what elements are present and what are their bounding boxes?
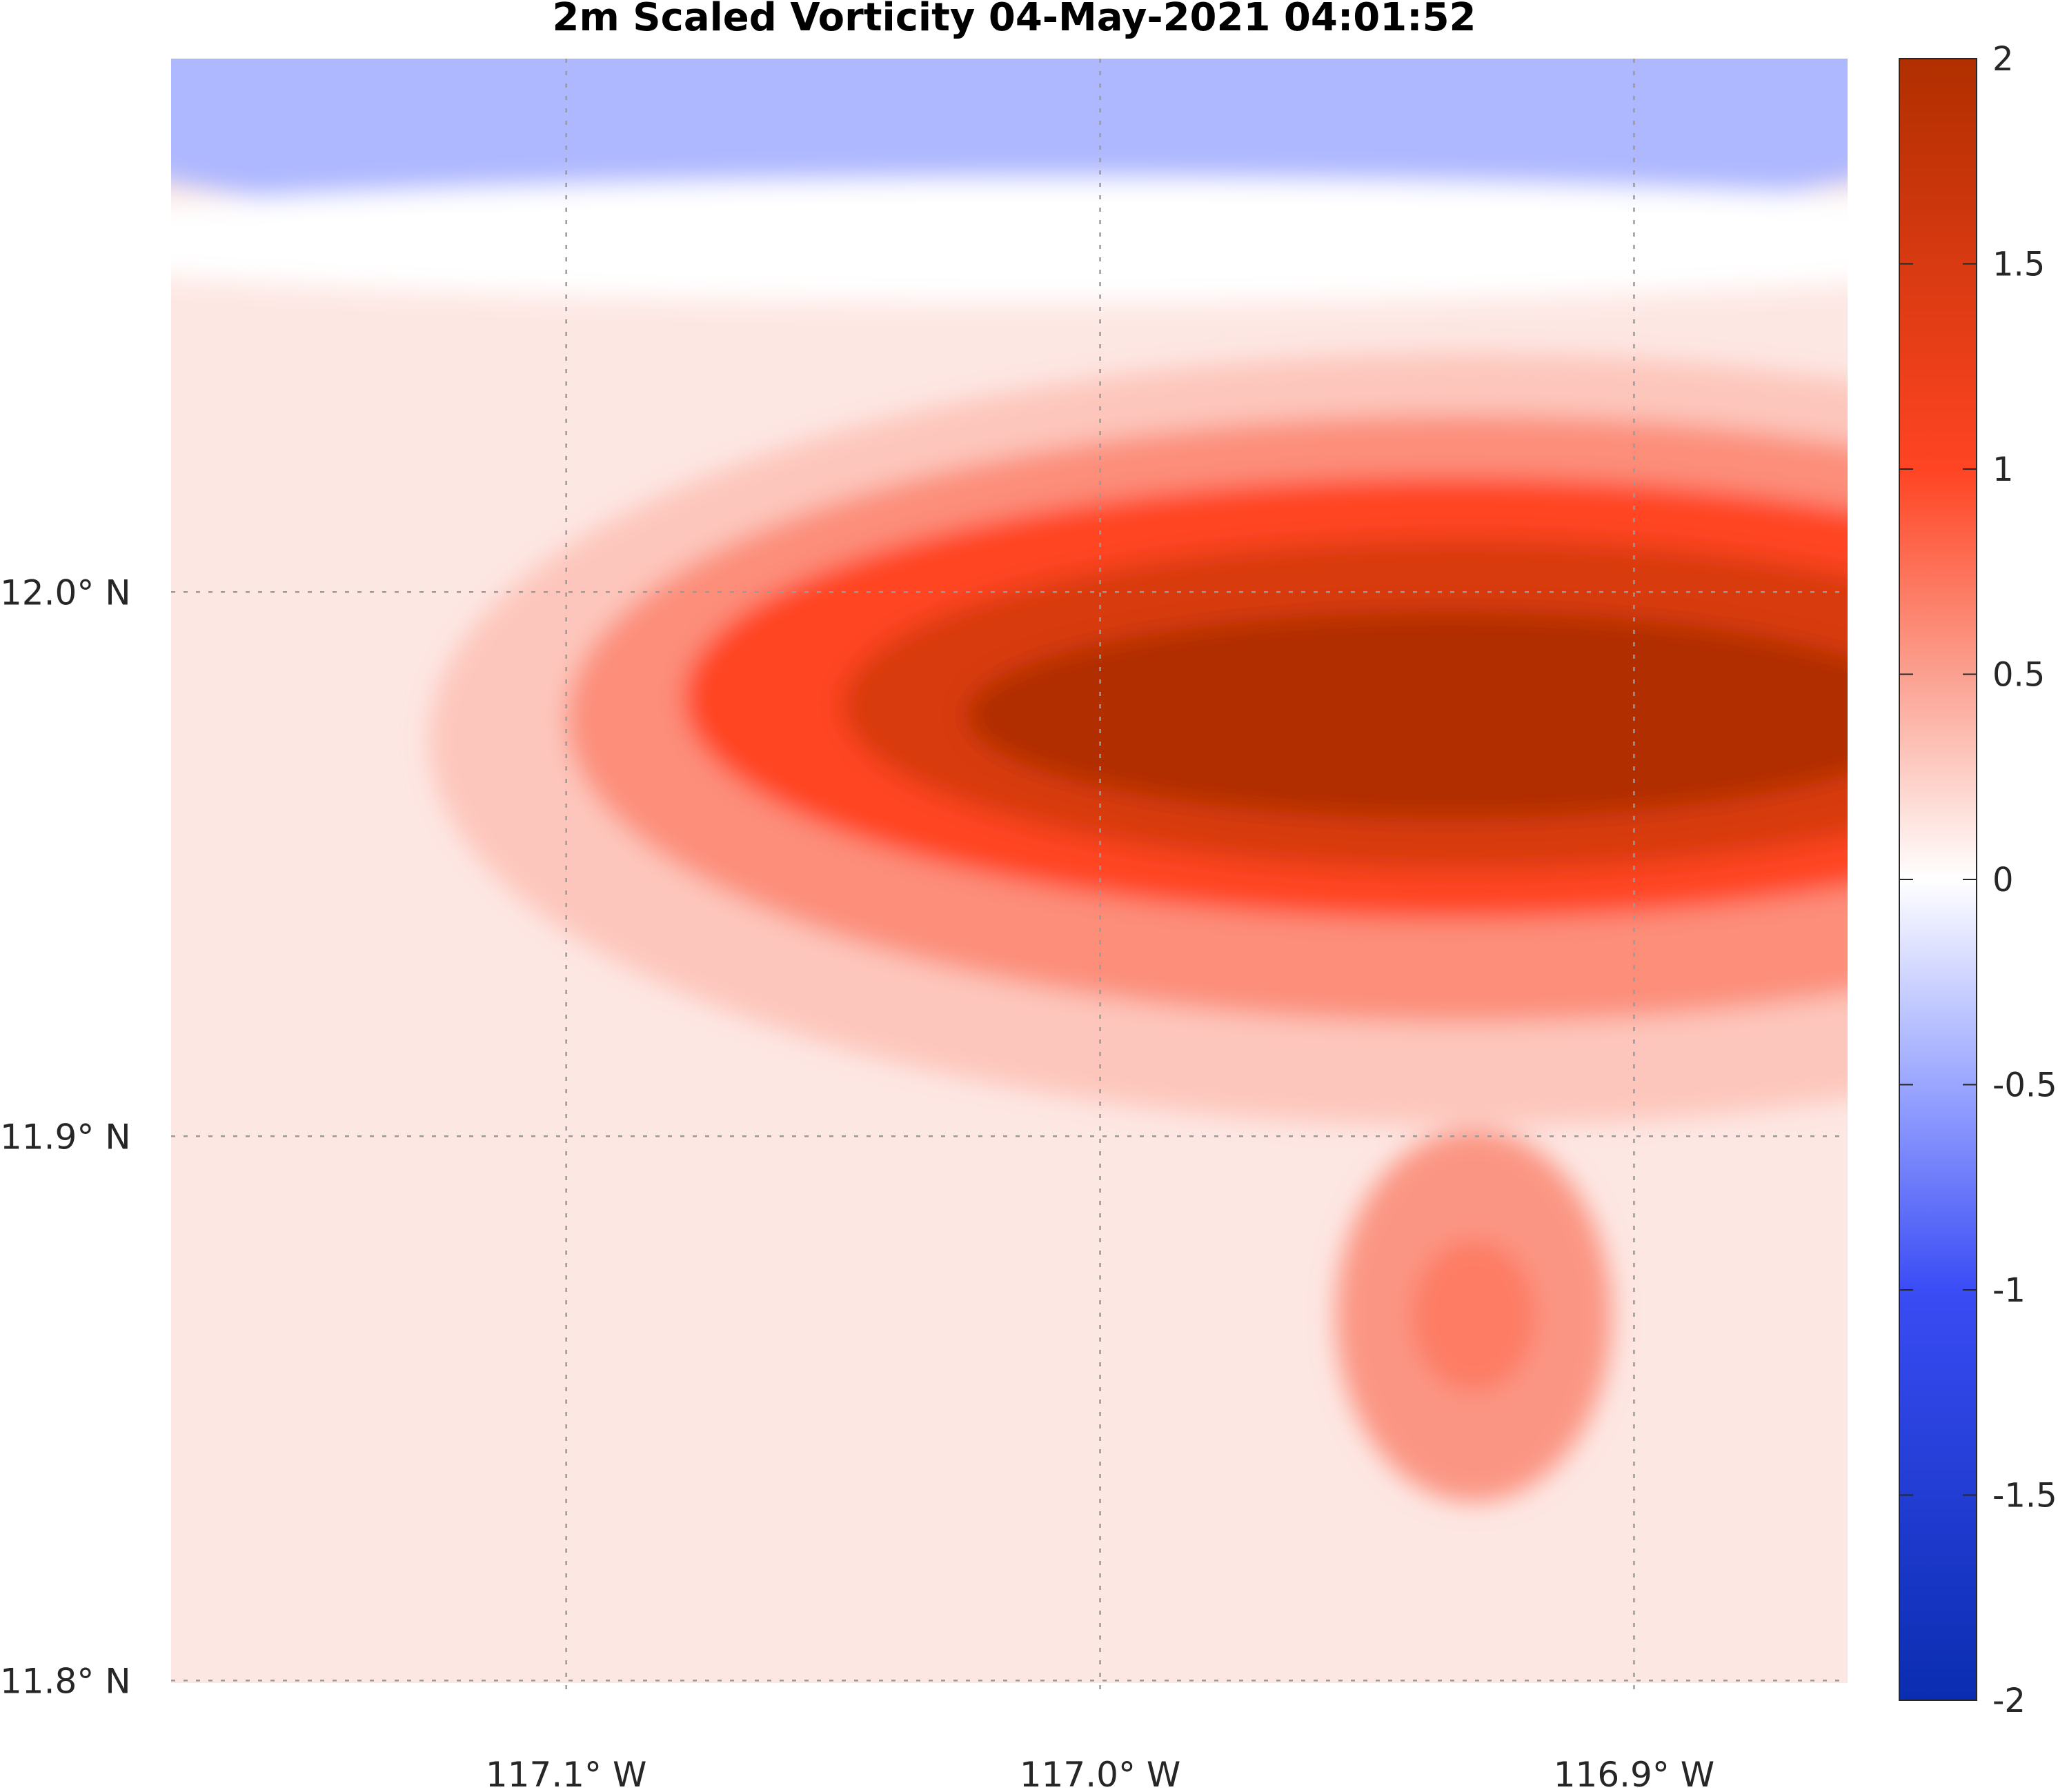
colorbar-tick-label-5: -0.5	[1992, 1066, 2057, 1105]
colorbar-tick-label-3: 0.5	[1992, 656, 2045, 695]
x-tick-label-1: 117.0° W	[1020, 1755, 1180, 1792]
y-tick-label-2: 11.8° N	[0, 1661, 131, 1701]
y-axis: 12.0° N 11.9° N 11.8° N	[0, 573, 131, 1701]
colorbar-tick-label-4: 0	[1992, 861, 2014, 899]
colorbar-tick-label-6: -1	[1992, 1271, 2026, 1310]
x-tick-label-2: 116.9° W	[1554, 1755, 1714, 1792]
bottom-edge-strip	[171, 1683, 1848, 1697]
field-zero-contour	[171, 178, 1848, 303]
colorbar: 2 1.5 1 0.5 0 -0.5 -1 -1.5 -2	[1899, 40, 2057, 1720]
vorticity-field	[171, 59, 1848, 1502]
colorbar-ticks: 2 1.5 1 0.5 0 -0.5 -1 -1.5 -2	[1899, 40, 2057, 1720]
x-axis: 117.1° W 117.0° W 116.9° W	[486, 1755, 1714, 1792]
colorbar-tick-label-8: -2	[1992, 1682, 2026, 1720]
y-tick-label-1: 11.9° N	[0, 1117, 131, 1157]
field-band-core	[967, 611, 1848, 819]
field-secondary-core	[1412, 1240, 1536, 1392]
colorbar-tick-label-1: 1.5	[1992, 246, 2045, 284]
colorbar-tick-label-7: -1.5	[1992, 1477, 2057, 1515]
colorbar-tick-label-0: 2	[1992, 40, 2014, 79]
colorbar-tick-label-2: 1	[1992, 450, 2014, 489]
chart-title: 2m Scaled Vorticity 04-May-2021 04:01:52	[552, 0, 1476, 40]
plot-area	[171, 59, 1848, 1697]
x-tick-label-0: 117.1° W	[486, 1755, 646, 1792]
y-tick-label-0: 12.0° N	[0, 573, 131, 613]
